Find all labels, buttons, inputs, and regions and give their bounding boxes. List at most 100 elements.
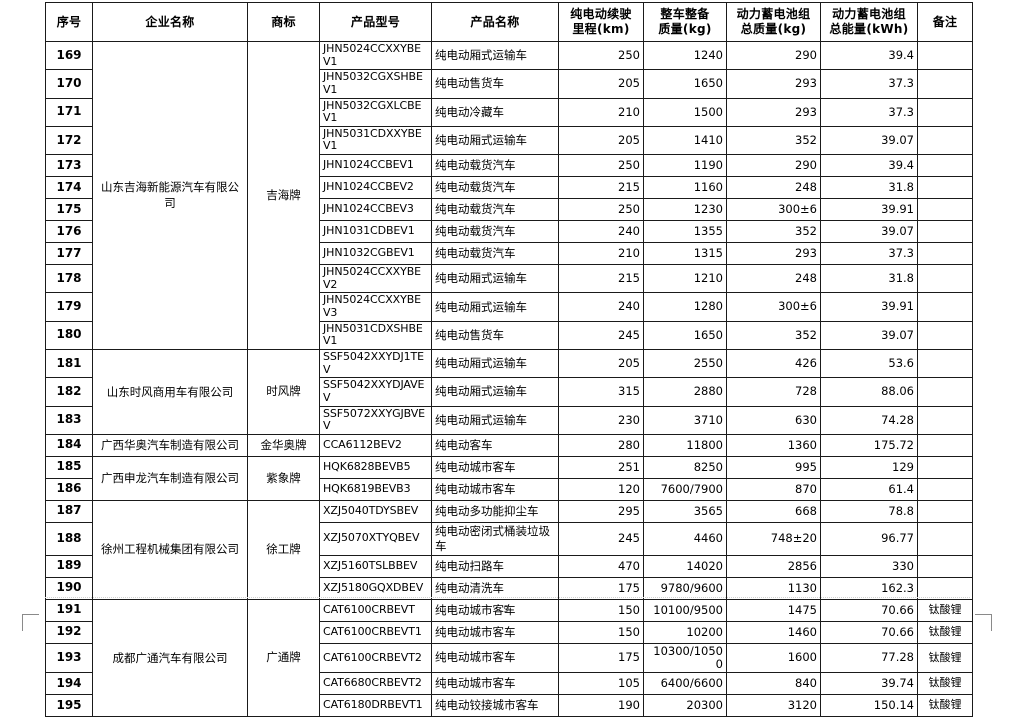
- cell-electric-range: 175: [558, 642, 644, 674]
- cell-product-name: 纯电动厢式运输车: [431, 264, 559, 294]
- cell-remarks: [917, 576, 973, 600]
- cell-sequence: 183: [45, 405, 93, 435]
- cell-sequence: 180: [45, 320, 93, 350]
- cell-battery-energy: 74.28: [820, 405, 918, 435]
- cell-electric-range: 175: [558, 576, 644, 600]
- table-row: 192 CAT6100CRBEVT1 纯电动城市客车 150 10200 1460 70.6…: [45, 620, 973, 644]
- cell-product-model: JHN1032CGBEV1: [319, 242, 432, 266]
- cell-battery-energy: 31.8: [820, 264, 918, 294]
- cell-curb-weight: 10300/10500: [643, 642, 727, 674]
- cell-battery-energy: 96.77: [820, 521, 918, 556]
- table-row: 185 广西申龙汽车制造有限公司 紫象牌 HQK6828BEVB5 纯电动城市客车 251…: [45, 455, 973, 501]
- cell-sequence: 186: [45, 477, 93, 501]
- table-row: 182 SSF5042XXYDJAVEV 纯电动厢式运输车 315 2880 728 88.…: [45, 377, 973, 407]
- column-header-curb-weight-line2: 质量(kg): [658, 22, 712, 36]
- column-header-battery-mass-line1: 动力蓄电池组: [736, 7, 811, 21]
- cell-battery-mass: 3120: [726, 694, 821, 717]
- cell-electric-range: 230: [558, 405, 644, 435]
- cell-sequence: 189: [45, 554, 93, 578]
- cell-product-name: 纯电动厢式运输车: [431, 405, 559, 435]
- cell-curb-weight: 1355: [643, 220, 727, 244]
- table-row: 181 山东时风商用车有限公司 时风牌 SSF5042XXYDJ1TEV 纯电动厢式运输…: [45, 348, 973, 435]
- cell-battery-mass: 840: [726, 672, 821, 696]
- cell-sequence: 172: [45, 125, 93, 156]
- cell-electric-range: 240: [558, 220, 644, 244]
- page-number: 9: [503, 604, 510, 615]
- table-row: 189 XZJ5160TSLBBEV 纯电动扫路车 470 14020 2856 330: [45, 554, 973, 578]
- cell-electric-range: 210: [558, 242, 644, 266]
- cell-remarks: [917, 69, 973, 99]
- cell-battery-energy: 129: [820, 455, 918, 479]
- cell-product-name: 纯电动载货汽车: [431, 154, 559, 178]
- column-header-battery-energy-line2: 总能量(kWh): [829, 22, 909, 36]
- cell-battery-energy: 39.91: [820, 198, 918, 222]
- cell-product-model: SSF5042XXYDJ1TEV: [319, 348, 432, 379]
- cell-battery-mass: 1360: [726, 433, 821, 457]
- cell-product-model: XZJ5180GQXDBEV: [319, 576, 432, 600]
- cell-electric-range: 245: [558, 320, 644, 350]
- cell-battery-mass: 728: [726, 377, 821, 407]
- cell-product-model: XZJ5040TDYSBEV: [319, 499, 432, 523]
- cell-battery-energy: 37.3: [820, 69, 918, 99]
- cell-battery-mass: 293: [726, 242, 821, 266]
- cell-battery-mass: 300±6: [726, 198, 821, 222]
- cell-sequence: 179: [45, 292, 93, 322]
- cell-sequence: 190: [45, 576, 93, 600]
- cell-product-model: XZJ5160TSLBBEV: [319, 554, 432, 578]
- table-row: 183 SSF5072XXYGJBVEV 纯电动厢式运输车 230 3710 630 74.…: [45, 405, 973, 435]
- cell-battery-mass: 870: [726, 477, 821, 501]
- crop-mark-bottom-left: [22, 614, 39, 631]
- cell-electric-range: 105: [558, 672, 644, 696]
- cell-brand: 紫象牌: [247, 455, 320, 501]
- cell-sequence: 175: [45, 198, 93, 222]
- cell-product-name: 纯电动城市客车: [431, 477, 559, 501]
- table-row: 186 HQK6819BEVB3 纯电动城市客车 120 7600/7900 870 61.…: [45, 477, 973, 501]
- cell-battery-energy: 162.3: [820, 576, 918, 600]
- cell-curb-weight: 14020: [643, 554, 727, 578]
- column-header-company-name: 企业名称: [92, 2, 248, 42]
- cell-company-name: 成都广通汽车有限公司: [92, 598, 248, 717]
- cell-battery-energy: 31.8: [820, 176, 918, 200]
- cell-curb-weight: 1240: [643, 40, 727, 71]
- cell-battery-energy: 39.4: [820, 40, 918, 71]
- cell-product-model: CAT6100CRBEVT2: [319, 642, 432, 674]
- cell-electric-range: 215: [558, 176, 644, 200]
- cell-sequence: 184: [45, 433, 93, 457]
- column-header-product-name: 产品名称: [431, 2, 559, 42]
- cell-product-name: 纯电动厢式运输车: [431, 348, 559, 379]
- cell-company-name: 广西华奥汽车制造有限公司: [92, 433, 248, 457]
- cell-remarks: 钛酸锂: [917, 672, 973, 696]
- cell-remarks: [917, 477, 973, 501]
- cell-electric-range: 250: [558, 40, 644, 71]
- cell-curb-weight: 6400/6600: [643, 672, 727, 696]
- cell-sequence: 173: [45, 154, 93, 178]
- cell-remarks: [917, 320, 973, 350]
- cell-curb-weight: 8250: [643, 455, 727, 479]
- crop-mark-bottom-right: [975, 614, 992, 631]
- cell-battery-energy: 330: [820, 554, 918, 578]
- cell-sequence: 178: [45, 264, 93, 294]
- cell-electric-range: 120: [558, 477, 644, 501]
- cell-sequence: 185: [45, 455, 93, 479]
- cell-curb-weight: 11800: [643, 433, 727, 457]
- cell-remarks: [917, 292, 973, 322]
- cell-remarks: [917, 125, 973, 156]
- table-row: 179 JHN5024CCXXYBEV3 纯电动厢式运输车 240 1280 300±6 3…: [45, 292, 973, 322]
- cell-sequence: 191: [45, 598, 93, 622]
- cell-product-model: JHN1024CCBEV2: [319, 176, 432, 200]
- cell-sequence: 177: [45, 242, 93, 266]
- column-header-curb-weight-line1: 整车整备: [660, 7, 710, 21]
- cell-electric-range: 250: [558, 154, 644, 178]
- cell-product-model: JHN5031CDXSHBEV1: [319, 320, 432, 350]
- cell-product-model: JHN5032CGXLCBEV1: [319, 97, 432, 127]
- cell-battery-energy: 39.91: [820, 292, 918, 322]
- cell-sequence: 188: [45, 521, 93, 556]
- cell-electric-range: 245: [558, 521, 644, 556]
- cell-brand: 徐工牌: [247, 499, 320, 600]
- cell-product-name: 纯电动售货车: [431, 69, 559, 99]
- cell-product-model: JHN5024CCXXYBEV3: [319, 292, 432, 322]
- cell-battery-mass: 290: [726, 154, 821, 178]
- cell-product-model: JHN5032CGXSHBEV1: [319, 69, 432, 99]
- cell-battery-mass: 352: [726, 125, 821, 156]
- cell-product-name: 纯电动客车: [431, 433, 559, 457]
